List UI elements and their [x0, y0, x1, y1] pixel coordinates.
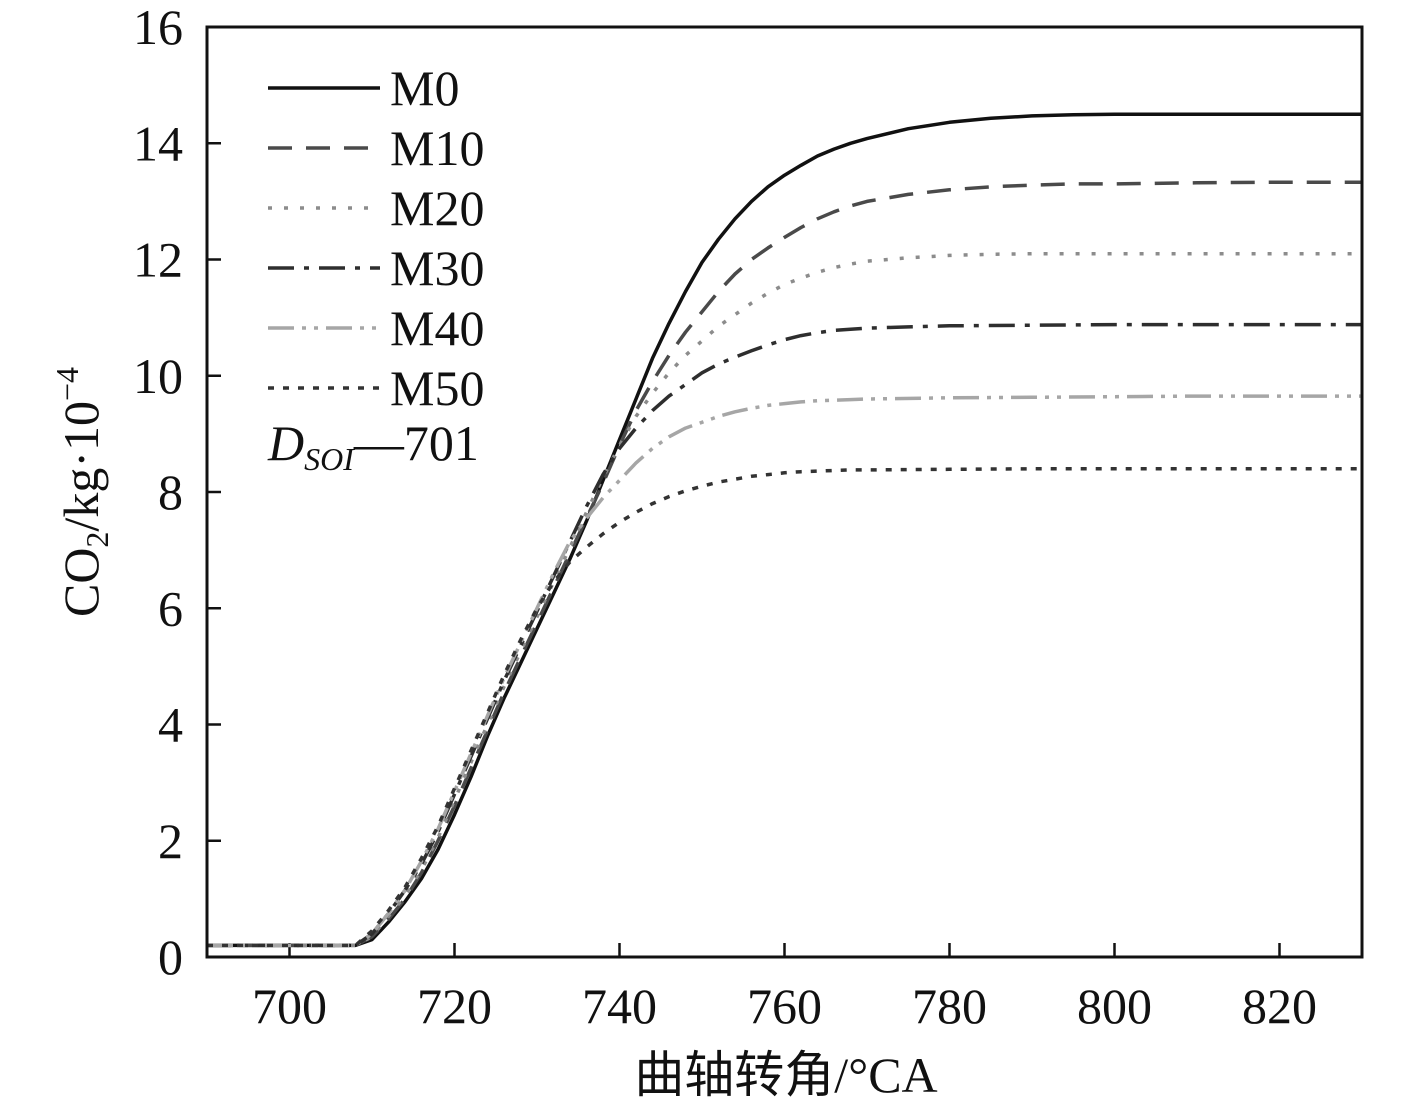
x-tick-label-800: 800 [1077, 978, 1152, 1034]
x-axis-title: 曲轴转角/°CA [634, 1047, 937, 1103]
series-line-m0 [207, 112, 1362, 948]
y-axis-title-middle: /kg·10 [53, 401, 109, 532]
x-tick-label-700: 700 [252, 978, 327, 1034]
y-tick-label-2: 2 [158, 813, 183, 869]
x-tick-label-820: 820 [1242, 978, 1317, 1034]
x-tick-label-760: 760 [747, 978, 822, 1034]
y-tick-label-4: 4 [158, 697, 183, 753]
y-tick-label-14: 14 [133, 115, 183, 171]
series-line-m10 [207, 180, 1362, 948]
ticks-layer: 700 720 740 760 780 800 820 0 2 4 6 8 10 12 14 16 [133, 0, 1317, 1034]
x-tick-label-720: 720 [417, 978, 492, 1034]
y-tick-label-16: 16 [133, 0, 183, 55]
y-tick-label-10: 10 [133, 348, 183, 404]
y-axis-title: CO2/kg·10−4 [49, 367, 115, 617]
series-line-m40 [207, 394, 1362, 948]
y-tick-label-6: 6 [158, 580, 183, 636]
legend-label-m20: M20 [390, 180, 484, 236]
y-axis-title-prefix: CO [53, 548, 109, 617]
series-layer [207, 112, 1362, 948]
dsoi-annotation-subscript: SOI [304, 441, 355, 477]
plot-frame [205, 25, 1364, 959]
y-axis-title-superscript: −4 [49, 367, 85, 401]
dsoi-annotation: DSOI—701 [267, 415, 479, 477]
legend-label-m10: M10 [390, 120, 484, 176]
series-line-m20 [207, 251, 1362, 948]
y-axis-title-subscript: 2 [79, 532, 115, 548]
y-tick-label-8: 8 [158, 464, 183, 520]
dsoi-annotation-main: D [267, 415, 304, 471]
legend-label-m0: M0 [390, 60, 459, 116]
series-line-m50 [207, 467, 1362, 948]
x-tick-label-780: 780 [912, 978, 987, 1034]
dsoi-annotation-suffix: —701 [353, 415, 479, 471]
legend-label-m40: M40 [390, 300, 484, 356]
x-tick-label-740: 740 [582, 978, 657, 1034]
legend-label-m50: M50 [390, 360, 484, 416]
y-tick-label-0: 0 [158, 929, 183, 985]
y-tick-label-12: 12 [133, 232, 183, 288]
legend-label-m30: M30 [390, 240, 484, 296]
